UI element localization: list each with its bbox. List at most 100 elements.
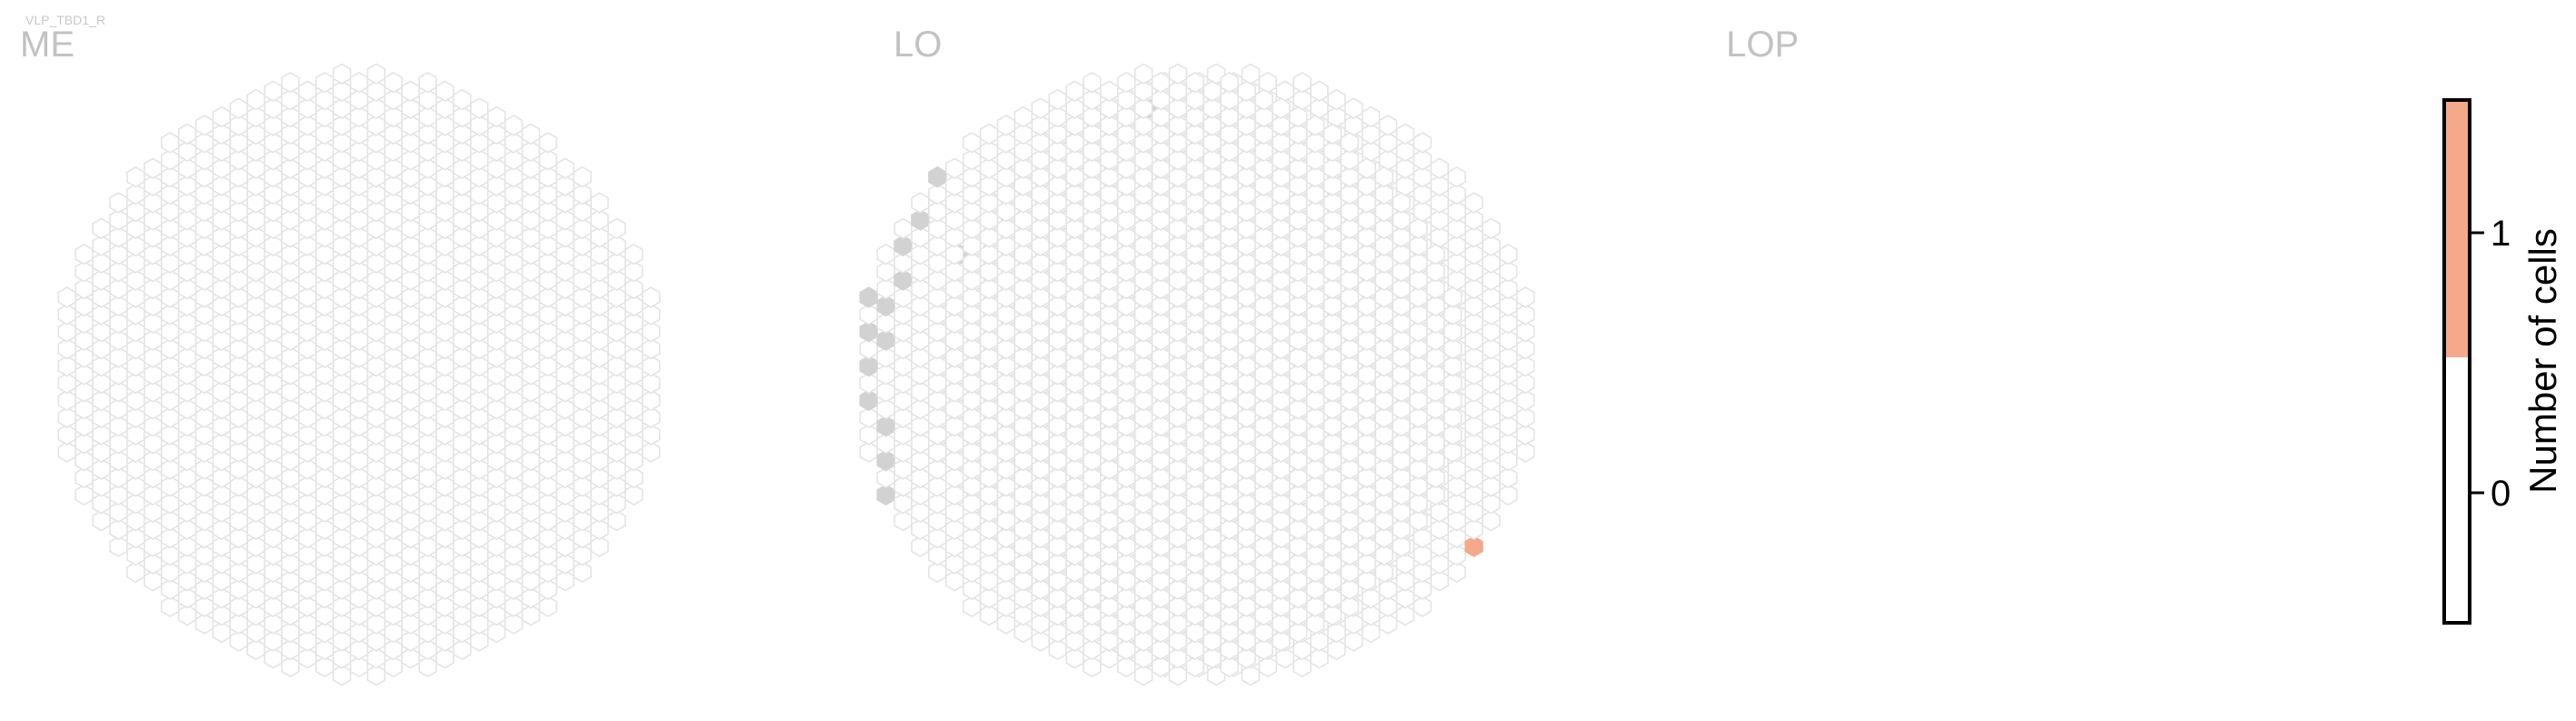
colorbar-segment-one bbox=[2444, 100, 2470, 357]
hex-cell bbox=[1392, 192, 1411, 214]
hex-grid-lop bbox=[859, 63, 1463, 686]
colorbar-segment-zero bbox=[2444, 357, 2470, 623]
hex-cell bbox=[521, 123, 541, 145]
hex-cell bbox=[1499, 243, 1518, 265]
hex-cell bbox=[1516, 286, 1535, 308]
hex-cell bbox=[1413, 132, 1433, 154]
hex-cell bbox=[1168, 63, 1188, 85]
hex-cell bbox=[538, 132, 558, 154]
hex-cell bbox=[607, 217, 626, 240]
hex-cell bbox=[126, 165, 145, 188]
hex-cell bbox=[1237, 80, 1256, 102]
hex-cell bbox=[1378, 115, 1398, 136]
hex-cell bbox=[264, 80, 283, 102]
cell-type-label: VLP_TBD1_R bbox=[25, 13, 105, 27]
hex-cell bbox=[486, 105, 506, 128]
hex-cell bbox=[590, 192, 609, 214]
hex-cell bbox=[1362, 105, 1381, 128]
hex-cell bbox=[160, 132, 180, 154]
hex-cell bbox=[229, 97, 248, 119]
hex-cell bbox=[195, 115, 215, 136]
hex-cell bbox=[1272, 97, 1291, 119]
hex-cell bbox=[1289, 105, 1308, 128]
hex-cell bbox=[75, 243, 94, 265]
hex-cell bbox=[1048, 88, 1067, 111]
hex-cell bbox=[435, 80, 454, 102]
hex-cell bbox=[384, 71, 404, 94]
hex-cell bbox=[1344, 97, 1363, 119]
hex-cell bbox=[1185, 71, 1204, 94]
hex-cell bbox=[1275, 80, 1294, 102]
hex-cell bbox=[1293, 71, 1312, 94]
hex-cell bbox=[212, 105, 231, 128]
colorbar-frame bbox=[2442, 98, 2471, 625]
hex-cell bbox=[1464, 192, 1483, 214]
hex-cell bbox=[962, 132, 982, 154]
hex-cell bbox=[1305, 115, 1325, 136]
hex-cell bbox=[144, 157, 163, 179]
hex-cell bbox=[177, 123, 197, 145]
hex-cell bbox=[246, 88, 265, 111]
hex-cell bbox=[453, 88, 472, 111]
panel-title-lop: LOP bbox=[1726, 25, 1799, 65]
hex-cell bbox=[1327, 88, 1346, 111]
hex-grid-me bbox=[57, 63, 661, 686]
hex-cell bbox=[911, 192, 930, 214]
hex-cell bbox=[642, 286, 661, 308]
hex-cell bbox=[624, 243, 644, 265]
hex-cell bbox=[996, 115, 1016, 136]
hex-cell bbox=[894, 217, 913, 240]
hex-cell bbox=[1031, 97, 1050, 119]
hex-cell bbox=[332, 63, 352, 85]
hex-cell bbox=[979, 123, 999, 145]
colorbar-tick-label-1: 1 bbox=[2491, 214, 2511, 254]
hex-cell bbox=[504, 115, 524, 136]
hex-cell bbox=[92, 217, 111, 240]
hex-cell bbox=[1357, 157, 1376, 179]
panel-title-me: ME bbox=[20, 25, 75, 65]
hex-cell bbox=[555, 157, 575, 179]
hex-cell bbox=[349, 71, 369, 94]
hex-cell bbox=[1117, 71, 1136, 94]
hex-cell bbox=[315, 71, 334, 94]
hex-cell bbox=[1426, 243, 1445, 265]
hex-cell bbox=[1310, 80, 1329, 102]
hex-cell bbox=[109, 192, 128, 214]
hex-cell bbox=[1374, 165, 1393, 188]
hex-cell-sampled bbox=[928, 165, 947, 188]
hex-cell bbox=[1151, 71, 1171, 94]
hex-cell bbox=[1100, 80, 1119, 102]
hex-cell bbox=[1340, 132, 1360, 154]
hex-cell bbox=[1443, 286, 1463, 308]
hex-cell bbox=[1430, 157, 1449, 179]
panel-title-lo: LO bbox=[894, 25, 942, 65]
hex-cell bbox=[418, 71, 437, 94]
hex-cell bbox=[57, 286, 76, 308]
colorbar-tick-label-0: 0 bbox=[2491, 474, 2511, 514]
colorbar-label: Number of cells bbox=[2521, 228, 2564, 494]
hex-cell bbox=[1482, 217, 1501, 240]
hex-cell-sampled bbox=[859, 286, 878, 308]
hex-cell bbox=[1409, 217, 1428, 240]
hex-cell bbox=[1258, 71, 1277, 94]
hex-cell bbox=[1203, 80, 1222, 102]
hex-cell bbox=[470, 97, 489, 119]
hex-cell bbox=[1447, 165, 1466, 188]
hex-cell bbox=[366, 63, 386, 85]
hex-cell bbox=[876, 243, 895, 265]
hex-cell bbox=[298, 80, 317, 102]
hex-cell bbox=[1083, 71, 1102, 94]
hex-cell bbox=[573, 165, 592, 188]
hex-cell bbox=[1220, 71, 1239, 94]
hex-cell bbox=[401, 80, 420, 102]
colorbar: 1 0 Number of cells bbox=[2442, 98, 2564, 625]
hex-cell bbox=[945, 157, 964, 179]
hex-cell bbox=[1065, 80, 1084, 102]
hex-cell bbox=[1254, 88, 1273, 111]
hex-cell bbox=[281, 71, 300, 94]
hex-cell bbox=[1395, 123, 1415, 145]
hex-cell bbox=[1013, 105, 1033, 128]
hex-cell bbox=[1323, 123, 1343, 145]
hex-cell bbox=[1241, 63, 1261, 85]
